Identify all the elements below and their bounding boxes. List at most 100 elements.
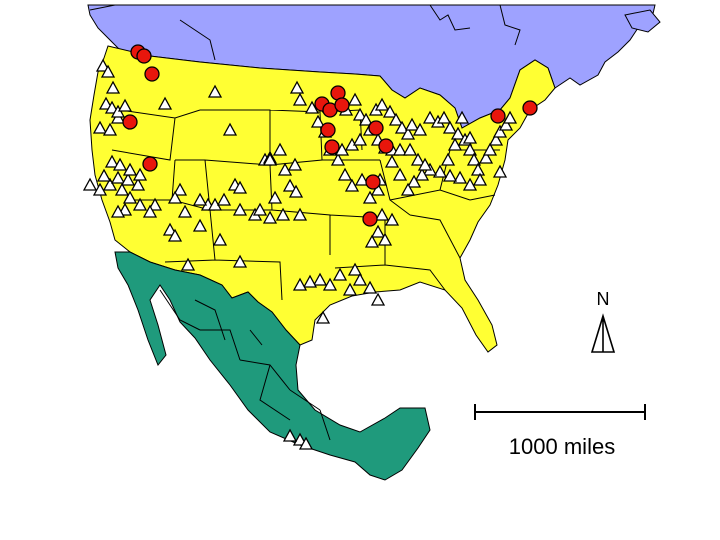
triangle-marker-icon bbox=[92, 120, 108, 134]
triangle-marker-icon bbox=[132, 167, 148, 181]
circle-marker-icon bbox=[362, 211, 378, 227]
triangle-marker-icon bbox=[492, 164, 508, 178]
north-arrow: N bbox=[590, 289, 616, 353]
triangle-marker-icon bbox=[370, 292, 386, 306]
triangle-marker-icon bbox=[275, 207, 291, 221]
circle-marker-icon bbox=[320, 122, 336, 138]
triangle-marker-icon bbox=[105, 80, 121, 94]
triangle-marker-icon bbox=[410, 152, 426, 166]
triangle-marker-icon bbox=[172, 182, 188, 196]
triangle-marker-icon bbox=[436, 110, 452, 124]
triangle-marker-icon bbox=[292, 92, 308, 106]
triangle-marker-icon bbox=[337, 167, 353, 181]
triangle-marker-icon bbox=[315, 310, 331, 324]
triangle-marker-icon bbox=[442, 168, 458, 182]
triangle-marker-icon bbox=[470, 162, 486, 176]
triangle-marker-icon bbox=[412, 122, 428, 136]
triangle-marker-icon bbox=[462, 177, 478, 191]
circle-marker-icon bbox=[136, 48, 152, 64]
canada-island bbox=[624, 9, 661, 33]
triangle-marker-icon bbox=[147, 197, 163, 211]
triangle-marker-icon bbox=[192, 218, 208, 232]
triangle-marker-icon bbox=[252, 202, 268, 216]
triangle-marker-icon bbox=[462, 142, 478, 156]
triangle-marker-icon bbox=[292, 207, 308, 221]
triangle-marker-icon bbox=[267, 190, 283, 204]
triangle-marker-icon bbox=[95, 58, 111, 72]
triangle-marker-icon bbox=[120, 172, 136, 186]
triangle-marker-icon bbox=[282, 428, 298, 442]
triangle-marker-icon bbox=[180, 257, 196, 271]
triangle-marker-icon bbox=[352, 107, 368, 121]
circle-marker-icon bbox=[522, 100, 538, 116]
highlight-markers bbox=[122, 44, 538, 227]
triangle-marker-icon bbox=[472, 172, 488, 186]
triangle-marker-icon bbox=[92, 182, 108, 196]
triangle-marker-icon bbox=[364, 234, 380, 248]
triangle-marker-icon bbox=[132, 197, 148, 211]
triangle-marker-icon bbox=[388, 112, 404, 126]
triangle-marker-icon bbox=[406, 174, 422, 188]
circle-marker-icon bbox=[378, 138, 394, 154]
circle-marker-icon bbox=[490, 108, 506, 124]
triangle-marker-icon bbox=[102, 122, 118, 136]
triangle-marker-icon bbox=[288, 184, 304, 198]
triangle-marker-icon bbox=[222, 122, 238, 136]
circle-marker-icon bbox=[334, 97, 350, 113]
triangle-marker-icon bbox=[342, 282, 358, 296]
triangle-marker-icon bbox=[192, 192, 208, 206]
circle-marker-icon bbox=[368, 120, 384, 136]
triangle-marker-icon bbox=[394, 120, 410, 134]
triangle-marker-icon bbox=[232, 202, 248, 216]
triangle-marker-icon bbox=[432, 164, 448, 178]
triangle-marker-icon bbox=[282, 178, 298, 192]
triangle-marker-icon bbox=[207, 84, 223, 98]
triangle-marker-icon bbox=[232, 180, 248, 194]
circle-marker-icon bbox=[122, 114, 138, 130]
triangle-marker-icon bbox=[442, 120, 458, 134]
triangle-marker-icon bbox=[400, 126, 416, 140]
triangle-marker-icon bbox=[287, 157, 303, 171]
triangle-marker-icon bbox=[370, 182, 386, 196]
triangle-marker-icon bbox=[292, 277, 308, 291]
triangle-marker-icon bbox=[488, 132, 504, 146]
triangle-marker-icon bbox=[298, 436, 314, 450]
circle-marker-icon bbox=[144, 66, 160, 82]
triangle-marker-icon bbox=[414, 167, 430, 181]
triangle-marker-icon bbox=[417, 157, 433, 171]
triangle-marker-icon bbox=[122, 190, 138, 204]
triangle-marker-icon bbox=[400, 182, 416, 196]
triangle-marker-icon bbox=[167, 190, 183, 204]
triangle-marker-icon bbox=[384, 154, 400, 168]
triangle-marker-icon bbox=[370, 224, 386, 238]
triangle-marker-icon bbox=[167, 228, 183, 242]
triangle-marker-icon bbox=[478, 150, 494, 164]
triangle-marker-icon bbox=[232, 254, 248, 268]
north-label: N bbox=[597, 289, 610, 309]
triangle-marker-icon bbox=[352, 132, 368, 146]
triangle-marker-icon bbox=[447, 137, 463, 151]
triangle-marker-icon bbox=[358, 112, 374, 126]
triangle-marker-icon bbox=[322, 277, 338, 291]
triangle-marker-icon bbox=[482, 142, 498, 156]
triangle-marker-icon bbox=[377, 232, 393, 246]
triangle-marker-icon bbox=[102, 177, 118, 191]
triangle-marker-icon bbox=[272, 142, 288, 156]
triangle-marker-icon bbox=[277, 162, 293, 176]
triangle-marker-icon bbox=[312, 272, 328, 286]
triangle-marker-icon bbox=[352, 272, 368, 286]
circle-marker-icon bbox=[365, 174, 381, 190]
triangle-marker-icon bbox=[466, 152, 482, 166]
triangle-marker-icon bbox=[462, 130, 478, 144]
triangle-marker-icon bbox=[452, 170, 468, 184]
triangle-marker-icon bbox=[374, 207, 390, 221]
triangle-marker-icon bbox=[112, 157, 128, 171]
triangle-marker-icon bbox=[362, 190, 378, 204]
triangle-marker-icon bbox=[402, 142, 418, 156]
circle-marker-icon bbox=[324, 139, 340, 155]
triangle-marker-icon bbox=[382, 104, 398, 118]
triangle-marker-icon bbox=[130, 177, 146, 191]
triangle-marker-icon bbox=[450, 126, 466, 140]
